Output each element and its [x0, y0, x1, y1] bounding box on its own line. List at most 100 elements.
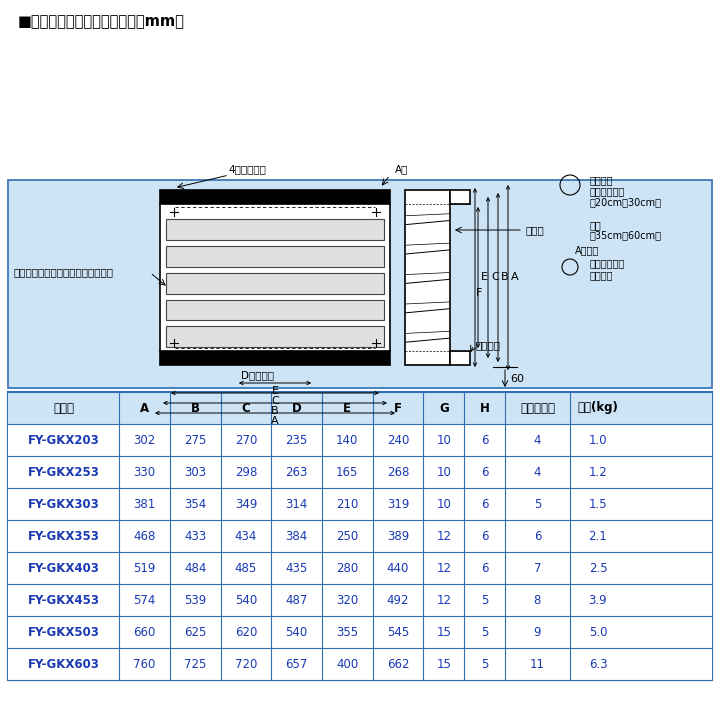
Text: A部詳細: A部詳細	[575, 245, 599, 255]
Bar	[8, 392, 712, 424]
Text: 330: 330	[133, 466, 156, 479]
Text: 440: 440	[387, 562, 409, 575]
Bar	[160, 190, 390, 204]
Text: 長穴形状: 長穴形状	[590, 270, 613, 280]
Text: A部: A部	[395, 164, 408, 174]
Text: 10: 10	[436, 498, 451, 510]
Text: G: G	[439, 402, 449, 415]
Text: 6.3: 6.3	[589, 657, 607, 670]
Text: B: B	[501, 272, 508, 282]
Text: FY-GKX503: FY-GKX503	[27, 626, 99, 639]
Bar	[8, 616, 712, 648]
Text: 625: 625	[184, 626, 207, 639]
Text: C: C	[491, 272, 499, 282]
Text: 250: 250	[336, 529, 359, 542]
Text: 12: 12	[436, 562, 451, 575]
Text: 5: 5	[481, 657, 488, 670]
Text: 15: 15	[436, 626, 451, 639]
Text: 8: 8	[534, 593, 541, 606]
Bar	[8, 648, 712, 680]
Text: 質量(kg): 質量(kg)	[577, 402, 618, 415]
Text: B: B	[191, 402, 199, 415]
Text: 2.5: 2.5	[589, 562, 607, 575]
Bar	[8, 392, 712, 680]
Text: 210: 210	[336, 498, 359, 510]
Text: 木ねじ用: 木ねじ用	[590, 175, 613, 185]
Text: D: D	[292, 402, 302, 415]
Text: 10: 10	[436, 433, 451, 446]
Text: 11: 11	[530, 657, 545, 670]
Text: 725: 725	[184, 657, 207, 670]
Text: 263: 263	[285, 466, 308, 479]
Bar	[166, 246, 384, 267]
Bar	[8, 488, 712, 520]
Text: E: E	[343, 402, 351, 415]
Text: 354: 354	[184, 498, 207, 510]
Bar	[166, 326, 384, 347]
Text: 5.0: 5.0	[589, 626, 607, 639]
Text: 381: 381	[133, 498, 156, 510]
Text: 433: 433	[184, 529, 207, 542]
Bar	[8, 520, 712, 552]
Text: 657: 657	[285, 657, 308, 670]
Text: 540: 540	[286, 626, 307, 639]
Text: E: E	[481, 272, 488, 282]
Text: 485: 485	[235, 562, 257, 575]
Text: 1.2: 1.2	[588, 466, 608, 479]
Text: 7: 7	[534, 562, 541, 575]
Text: 2.1: 2.1	[588, 529, 608, 542]
Text: 384: 384	[286, 529, 307, 542]
Text: 519: 519	[133, 562, 156, 575]
Text: 1.5: 1.5	[589, 498, 607, 510]
Text: A: A	[511, 272, 518, 282]
Text: 435: 435	[286, 562, 307, 575]
Text: 539: 539	[184, 593, 207, 606]
Text: E: E	[271, 386, 279, 396]
Text: 302: 302	[133, 433, 156, 446]
Text: FY-GKX253: FY-GKX253	[27, 466, 99, 479]
Text: 5: 5	[481, 626, 488, 639]
Text: 6: 6	[481, 529, 488, 542]
Text: 487: 487	[285, 593, 308, 606]
Text: FY-GKX353: FY-GKX353	[27, 529, 99, 542]
Text: 240: 240	[387, 433, 409, 446]
Text: A: A	[271, 416, 279, 426]
Bar	[8, 552, 712, 584]
Text: 270: 270	[235, 433, 257, 446]
Text: FY-GKX303: FY-GKX303	[28, 498, 99, 510]
Text: 140: 140	[336, 433, 359, 446]
Text: FY-GKX603: FY-GKX603	[27, 657, 99, 670]
Text: C: C	[271, 396, 279, 406]
Text: 品　番: 品 番	[53, 402, 74, 415]
Text: 9: 9	[534, 626, 541, 639]
Text: 5: 5	[534, 498, 541, 510]
Text: 400: 400	[336, 657, 359, 670]
Text: 12: 12	[436, 529, 451, 542]
Text: 280: 280	[336, 562, 359, 575]
Text: 12: 12	[436, 593, 451, 606]
Text: 314: 314	[285, 498, 308, 510]
Text: A: A	[140, 402, 149, 415]
Text: 320: 320	[336, 593, 359, 606]
Text: FY-GKX453: FY-GKX453	[27, 593, 99, 606]
Text: 235: 235	[286, 433, 307, 446]
Bar	[160, 351, 390, 365]
Text: B: B	[271, 406, 279, 416]
Text: 5: 5	[481, 593, 488, 606]
Text: 4: 4	[534, 433, 541, 446]
Text: 620: 620	[235, 626, 257, 639]
Bar	[166, 220, 384, 240]
Text: 355: 355	[336, 626, 359, 639]
Bar	[450, 351, 470, 365]
Text: 660: 660	[133, 626, 156, 639]
Text: （35cm～60cm）: （35cm～60cm）	[590, 230, 662, 240]
Bar	[8, 456, 712, 488]
Bar	[160, 204, 390, 351]
Text: 468: 468	[133, 529, 156, 542]
Text: 484: 484	[184, 562, 207, 575]
Text: 10: 10	[436, 466, 451, 479]
Text: 4: 4	[534, 466, 541, 479]
Bar	[8, 424, 712, 456]
Text: 298: 298	[235, 466, 257, 479]
Text: D（外寸）: D（外寸）	[240, 370, 274, 380]
